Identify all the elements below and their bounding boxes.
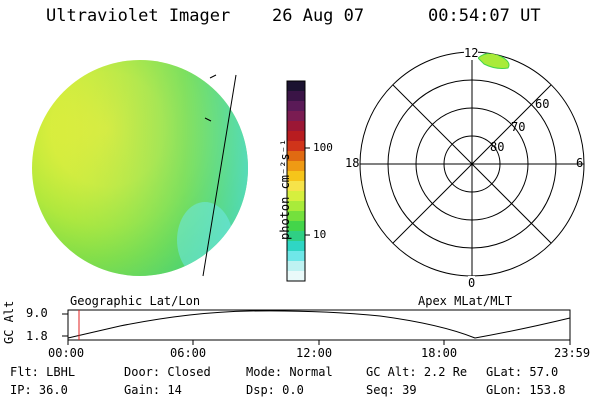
color-bar-band [287,171,305,182]
coast-mark [209,74,217,79]
color-bar-band [287,91,305,102]
orbit-y-tick-label: 1.8 [26,329,48,343]
orbit-plot-frame [67,309,571,341]
info-glon: GLon: 153.8 [486,383,566,397]
mlt-label-18: 18 [345,156,360,170]
color-bar-band [287,191,305,202]
mlt-label-6: 6 [576,156,584,170]
orbit-x-tick-label: 23:59 [554,346,591,360]
color-bar-band [287,111,305,122]
color-bar-band [287,121,305,132]
orbit-y-tick-label: 9.0 [26,306,48,320]
color-bar-band [287,131,305,142]
image-date: 26 Aug 07 [272,6,365,26]
orbit-y-label: GC Alt [2,300,16,344]
info-dsp: Dsp: 0.0 [246,383,304,397]
color-bar-band [287,161,305,172]
info-gain: Gain: 14 [124,383,182,397]
color-bar-band [287,101,305,112]
info-glat: GLat: 57.0 [486,365,559,379]
info-ip: IP: 36.0 [10,383,68,397]
orbit-x-tick-label: 06:00 [170,346,207,360]
orbit-altitude-curve [67,310,571,339]
color-bar-band [287,251,305,262]
instrument-title: Ultraviolet Imager [46,6,231,26]
color-bar-band [287,241,305,252]
info-gc-alt: GC Alt: 2.2 Re [366,365,468,379]
info-seq: Seq: 39 [366,383,417,397]
geographic-label: Geographic Lat/Lon [70,294,201,308]
orbit-x-tick-label: 00:00 [48,346,85,360]
mlat-label-60: 60 [535,97,550,111]
info-mode: Mode: Normal [246,365,333,379]
mlat-label-80: 80 [490,140,505,154]
color-bar-band [287,231,305,242]
color-bar-band [287,221,305,232]
color-bar-band [287,141,305,152]
color-bar-tick-label: 10 [313,228,327,241]
color-bar-band [287,261,305,272]
color-bar [287,81,305,282]
earth-disk-image [32,60,248,276]
color-bar-frame [286,80,306,282]
color-bar-band [287,81,305,92]
info-flt: Flt: LBHL [10,365,76,379]
color-bar-band [287,151,305,162]
color-bar-band [287,181,305,192]
info-door: Door: Closed [124,365,211,379]
coast-mark [204,117,212,122]
orbit-x-tick-label: 12:00 [296,346,333,360]
color-bar-unit: photon cm⁻²s⁻¹ [278,138,292,240]
orbit-x-tick-label: 18:00 [421,346,458,360]
mlt-label-0: 0 [468,276,476,290]
color-bar-tick-label: 100 [313,141,333,154]
image-time: 00:54:07 UT [428,6,541,26]
color-bar-band [287,271,305,282]
color-bar-band [287,201,305,212]
auroral-spot [477,52,510,69]
mlt-label-12: 12 [464,46,479,60]
terminator-line [202,74,237,277]
mlat-label-70: 70 [511,120,526,134]
apex-label: Apex MLat/MLT [418,294,512,308]
color-bar-band [287,211,305,222]
polar-grid [359,51,585,277]
